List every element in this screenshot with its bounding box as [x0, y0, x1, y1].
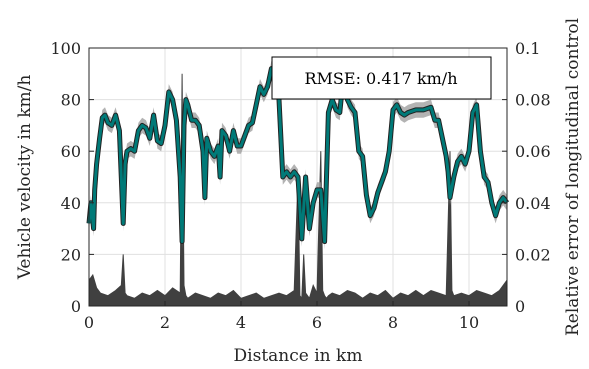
- y-right-tick-label: 0.1: [515, 39, 540, 58]
- y-left-tick-label: 20: [61, 245, 81, 264]
- x-tick-label: 8: [388, 313, 398, 332]
- plot-frame: [88, 47, 508, 307]
- x-axis-title: Distance in km: [234, 346, 363, 366]
- y-right-tick-label: 0.04: [515, 194, 551, 213]
- x-tick-label: 2: [160, 313, 170, 332]
- y-left-tick-label: 100: [50, 39, 81, 58]
- y-left-tick-label: 40: [61, 194, 81, 213]
- y-right-tick-label: 0: [515, 297, 525, 316]
- y-left-tick-label: 0: [71, 297, 81, 316]
- y-left-tick-label: 60: [61, 142, 81, 161]
- x-tick-label: 4: [236, 313, 246, 332]
- y-left-tick-label: 80: [61, 91, 81, 110]
- y-right-tick-label: 0.08: [515, 91, 551, 110]
- x-tick-label: 6: [312, 313, 322, 332]
- annotation-box: RMSE: 0.417 km/h: [271, 56, 492, 100]
- x-tick-label: 0: [84, 313, 94, 332]
- y-axis-left-title: Vehicle velocity in km/h: [15, 75, 35, 281]
- y-right-tick-label: 0.06: [515, 142, 551, 161]
- rmse-annotation: RMSE: 0.417 km/h: [305, 69, 458, 88]
- x-tick-label: 10: [459, 313, 479, 332]
- velocity-band: [89, 60, 507, 250]
- y-axis-right-title: Relative error of longitudinal control: [563, 18, 583, 336]
- y-right-tick-label: 0.02: [515, 245, 551, 264]
- velocity-uncertainty-band: [89, 60, 507, 250]
